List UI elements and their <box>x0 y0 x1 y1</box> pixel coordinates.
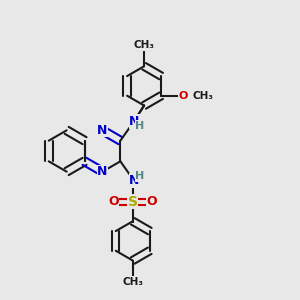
Text: O: O <box>108 195 119 208</box>
Text: H: H <box>136 171 145 181</box>
Text: O: O <box>178 91 188 101</box>
Text: S: S <box>128 195 138 208</box>
Text: H: H <box>136 121 145 131</box>
Text: CH₃: CH₃ <box>193 91 214 101</box>
Text: N: N <box>97 124 108 137</box>
Text: O: O <box>147 195 157 208</box>
Text: CH₃: CH₃ <box>122 277 143 287</box>
Text: N: N <box>129 115 140 128</box>
Text: N: N <box>97 165 108 178</box>
Text: CH₃: CH₃ <box>134 40 154 50</box>
Text: N: N <box>129 174 140 187</box>
